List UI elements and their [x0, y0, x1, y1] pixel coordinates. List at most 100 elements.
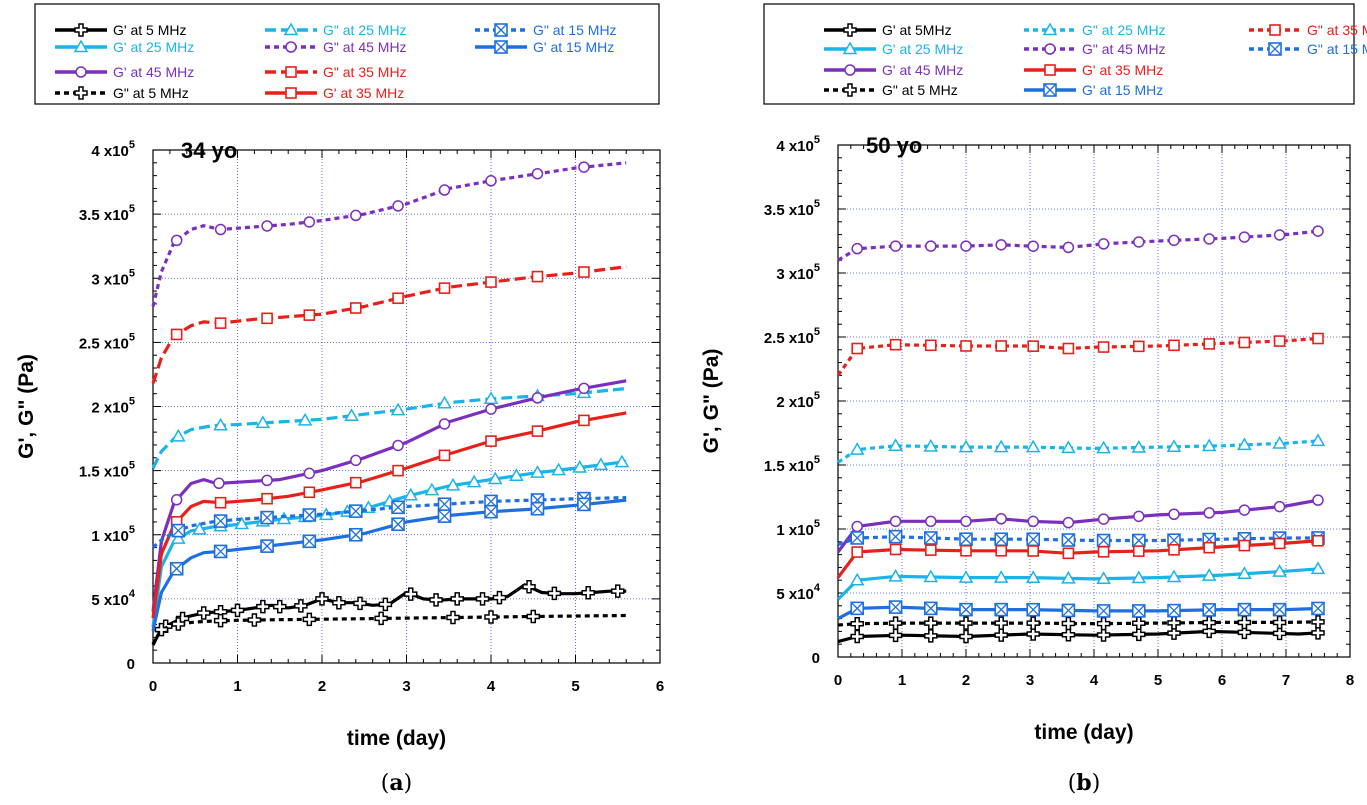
data-point — [1167, 603, 1181, 618]
data-point — [522, 579, 536, 594]
data-point — [171, 531, 186, 544]
data-point — [1131, 439, 1147, 453]
y-tick-label: 2 x105 — [776, 390, 820, 411]
data-point — [924, 629, 938, 643]
series-line — [836, 567, 1322, 601]
legend-label: G' at 5 MHz — [113, 22, 186, 38]
data-point — [851, 342, 863, 355]
data-point — [1131, 570, 1147, 584]
y-tick-label: 5 x104 — [91, 588, 136, 609]
data-point — [850, 629, 864, 644]
y-tick-label: 3.5 x105 — [764, 198, 820, 219]
data-point — [1203, 338, 1216, 350]
data-point — [614, 454, 630, 468]
data-point — [234, 516, 250, 530]
data-point — [959, 532, 973, 547]
data-point — [374, 611, 388, 626]
legend-label: G' at 15 MHz — [1082, 82, 1163, 98]
data-point — [214, 496, 227, 509]
data-point — [437, 497, 452, 512]
data-point — [1097, 546, 1110, 558]
data-point — [1132, 340, 1145, 353]
grid — [152, 149, 661, 664]
data-point — [230, 603, 245, 618]
data-point — [303, 486, 316, 499]
legend-item: G' at 5MHz — [824, 22, 952, 38]
chart-panel-b: G' at 5MHz G' at 25 MHz G' at 45 MHz G" at … — [684, 0, 1367, 805]
data-point — [1272, 626, 1287, 641]
data-point — [1272, 435, 1287, 449]
legend-label: G" at 15 MHz — [1307, 41, 1367, 57]
data-point — [993, 570, 1009, 583]
data-point — [392, 292, 404, 305]
legend-item: G" at 15 MHz — [475, 22, 617, 38]
data-point — [1062, 516, 1075, 529]
data-point — [1166, 569, 1182, 583]
data-point — [171, 523, 186, 538]
legend-marker — [1269, 24, 1281, 36]
data-point — [1062, 342, 1075, 355]
data-point — [261, 492, 273, 505]
data-point — [1238, 231, 1251, 243]
data-point — [995, 340, 1008, 352]
data-point — [925, 240, 937, 252]
data-point — [492, 590, 507, 605]
x-tick-label: 6 — [1218, 672, 1226, 689]
data-point — [261, 220, 273, 232]
data-point — [1202, 615, 1216, 630]
y-tick-label: 3.5 x105 — [79, 203, 135, 224]
data-point — [353, 596, 367, 611]
data-point — [509, 468, 524, 482]
data-point — [1026, 616, 1040, 630]
data-point — [849, 572, 865, 586]
data-point — [995, 239, 1007, 251]
legend-label: G' at 15 MHz — [533, 39, 614, 55]
x-tick-label: 1 — [898, 672, 906, 689]
legend-item: G' at 25 MHz — [55, 39, 194, 55]
y-tick-label: 0 — [812, 650, 820, 667]
data-point — [1312, 332, 1324, 345]
data-point — [581, 586, 595, 600]
legend-marker — [285, 87, 297, 99]
data-point — [483, 391, 499, 405]
legend-item: G' at 15 MHz — [475, 39, 614, 55]
data-point — [438, 418, 451, 430]
data-point — [344, 408, 359, 421]
legend-label: G' at 45 MHz — [882, 62, 963, 78]
data-point — [1097, 513, 1110, 525]
data-point — [1238, 336, 1251, 349]
legend-item: G" at 5 MHz — [55, 85, 189, 101]
data-point — [403, 487, 419, 501]
data-point — [450, 592, 464, 606]
data-point — [1168, 508, 1180, 521]
data-point — [192, 521, 207, 535]
data-point — [888, 600, 903, 614]
axis-ticks — [152, 150, 660, 664]
data-point — [170, 234, 183, 247]
x-tick-label: 6 — [656, 678, 664, 695]
data-point — [889, 543, 902, 556]
data-point — [994, 532, 1009, 547]
data-point — [349, 302, 362, 314]
legend-item: G' at 45 MHz — [55, 64, 194, 80]
legend-label: G' at 25 MHz — [113, 39, 194, 55]
data-point — [260, 539, 274, 553]
data-point — [888, 616, 903, 630]
x-tick-label: 5 — [1154, 672, 1162, 689]
data-point — [475, 592, 490, 606]
data-point — [1096, 604, 1111, 618]
data-point — [378, 597, 393, 612]
series — [151, 579, 627, 646]
data-point — [959, 616, 973, 630]
legend-label: G" at 25 MHz — [323, 22, 407, 38]
data-point — [1027, 515, 1039, 528]
data-point — [169, 561, 184, 576]
data-point — [925, 544, 937, 556]
data-point — [487, 471, 503, 485]
data-point — [350, 454, 362, 467]
data-point — [261, 312, 273, 325]
data-point — [1202, 603, 1217, 617]
data-point — [1273, 500, 1286, 513]
x-tick-label: 1 — [233, 678, 241, 695]
